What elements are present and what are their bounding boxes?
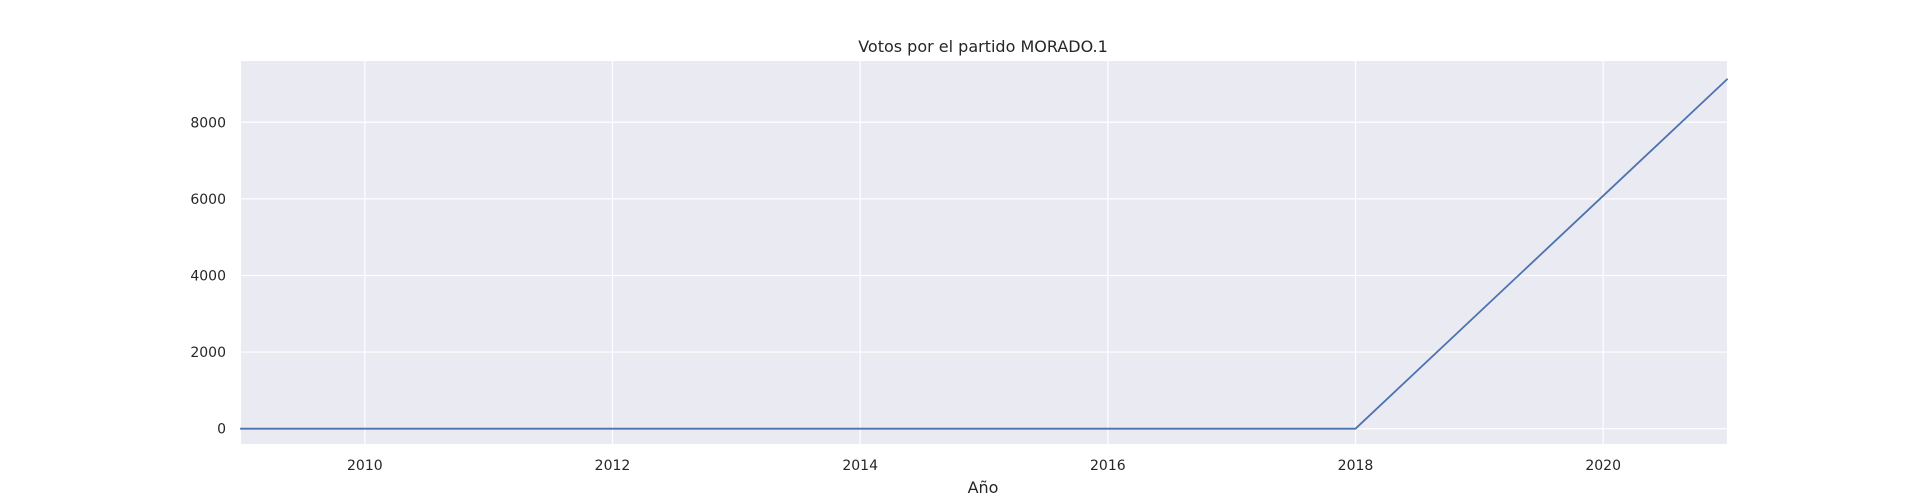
x-tick-label: 2012 <box>595 458 631 474</box>
chart-title: Votos por el partido MORADO.1 <box>858 37 1108 56</box>
y-tick-label: 4000 <box>190 268 226 284</box>
x-tick-label: 2016 <box>1090 458 1126 474</box>
x-axis-label: Año <box>968 478 999 497</box>
y-tick-label: 0 <box>217 422 226 438</box>
y-tick-label: 2000 <box>190 345 226 361</box>
x-tick-label: 2010 <box>347 458 383 474</box>
x-tick-label: 2014 <box>842 458 878 474</box>
series-layer <box>240 78 1729 430</box>
grid-lines <box>241 61 1727 444</box>
y-axis-ticks: 0 2000 4000 6000 8000 <box>190 115 226 437</box>
y-tick-label: 6000 <box>190 192 226 208</box>
x-axis-ticks: 2010 2012 2014 2016 2018 2020 <box>347 458 1621 474</box>
x-tick-label: 2020 <box>1585 458 1621 474</box>
plot-area <box>241 61 1727 444</box>
x-tick-label: 2018 <box>1338 458 1374 474</box>
y-tick-label: 8000 <box>190 115 226 131</box>
series-line <box>240 78 1729 430</box>
